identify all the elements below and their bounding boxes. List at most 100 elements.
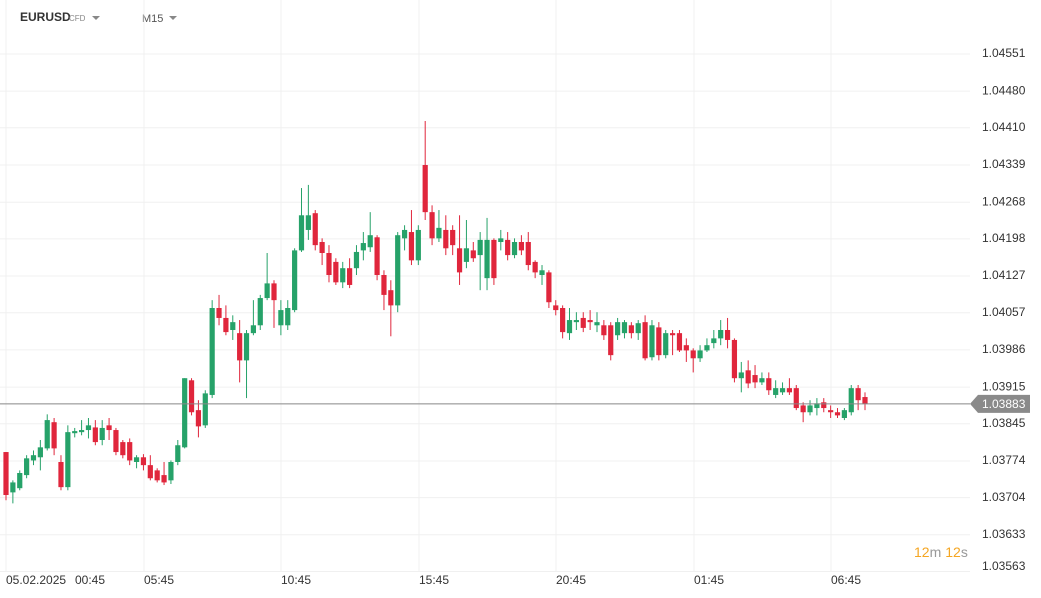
candle-body: [367, 235, 373, 248]
candle-body: [415, 229, 421, 261]
candle-body: [99, 427, 105, 440]
x-tick-label: 00:45: [75, 573, 105, 587]
y-tick-label: 1.03704: [982, 490, 1026, 504]
candle-body: [862, 397, 868, 404]
candle-body: [690, 350, 696, 359]
candle-body: [374, 237, 380, 275]
candle-body: [566, 320, 573, 334]
candle-body: [30, 455, 37, 461]
candle-body: [669, 333, 676, 336]
candle-body: [113, 430, 119, 453]
candle-body: [704, 345, 710, 351]
candle-body: [401, 229, 408, 239]
candle-body: [292, 250, 298, 311]
plot: 1.04551 1.04480 1.04410 1.04339 1.04268 1.041…: [0, 0, 1030, 587]
candle-body: [683, 345, 689, 351]
candle-body: [3, 452, 9, 495]
candle-body: [814, 403, 820, 409]
candle-body: [388, 290, 394, 306]
candle-body: [237, 333, 243, 361]
candle-body: [429, 212, 435, 239]
candle-body: [326, 253, 332, 275]
candle-body: [738, 372, 744, 379]
symbol-dropdown[interactable]: [92, 16, 100, 20]
candle-body: [92, 427, 98, 443]
candle-body: [360, 243, 366, 251]
candle-body: [182, 378, 188, 448]
candle-body: [216, 308, 222, 318]
last-price-label: 1.03883: [982, 397, 1026, 411]
candle-body: [188, 380, 195, 413]
candle-body: [161, 475, 167, 483]
candle-body: [580, 317, 586, 328]
candle-body: [312, 213, 318, 246]
candle-body: [298, 215, 305, 251]
candle-body: [340, 268, 346, 283]
candle-body: [422, 165, 428, 213]
y-tick-label: 1.04410: [982, 120, 1026, 134]
candle-body: [731, 339, 738, 379]
candle-body: [841, 410, 847, 418]
x-tick-label: 05.02.2025: [6, 573, 66, 587]
candle-body: [209, 308, 215, 395]
countdown-minutes: 12: [914, 544, 930, 560]
candle-body: [587, 320, 593, 323]
candle-body: [511, 242, 518, 256]
candle-body: [573, 320, 579, 323]
candle-body: [278, 310, 284, 326]
candle-body: [72, 431, 78, 434]
timeframe-dropdown[interactable]: [169, 16, 177, 20]
instrument-type: CFD: [69, 14, 86, 23]
candle-body: [230, 322, 236, 330]
candle-body: [491, 239, 497, 279]
candle-body: [10, 482, 16, 493]
candle-body: [305, 215, 311, 230]
candle-body: [202, 393, 208, 426]
candle-body: [58, 462, 64, 488]
candle-body: [724, 330, 731, 340]
candle-body: [44, 420, 50, 449]
candle-body: [759, 378, 765, 383]
y-tick-label: 1.04339: [982, 157, 1026, 171]
x-tick-label: 01:45: [694, 573, 724, 587]
candle-body: [525, 242, 531, 266]
candle-body: [65, 432, 71, 488]
candle-body: [395, 235, 401, 306]
candle-body: [807, 405, 813, 413]
x-tick-label: 06:45: [831, 573, 861, 587]
candle-body: [621, 322, 628, 334]
x-tick-label: 20:45: [556, 573, 586, 587]
candle-body: [546, 272, 552, 303]
candle-body: [477, 239, 483, 256]
timeframe[interactable]: M15: [142, 13, 163, 25]
candle-body: [285, 308, 291, 326]
countdown: 12m 12s: [914, 544, 968, 560]
candle-body: [443, 229, 449, 249]
candle-body: [353, 251, 360, 269]
candle-body: [168, 462, 174, 481]
candle-body: [264, 283, 270, 299]
symbol[interactable]: EURUSD: [20, 10, 71, 24]
candle-body: [408, 232, 415, 261]
candle-body: [175, 445, 181, 462]
candle-body: [106, 425, 112, 431]
candle-body: [834, 412, 841, 416]
candle-body: [821, 402, 827, 409]
y-tick-label: 1.03845: [982, 416, 1026, 430]
countdown-seconds: 12: [945, 544, 961, 560]
candle-body: [195, 410, 202, 427]
candle-body: [78, 430, 85, 433]
candle-body: [539, 270, 545, 275]
candle-body: [848, 388, 854, 413]
candle-body: [793, 388, 799, 409]
candle-body: [24, 458, 30, 476]
y-tick-label: 1.04127: [982, 268, 1026, 282]
candle-body: [642, 322, 648, 359]
candle-body: [463, 248, 470, 262]
candle-body: [319, 242, 325, 253]
y-tick-label: 1.04551: [982, 46, 1026, 60]
candle-body: [505, 239, 511, 256]
candle-body: [243, 333, 250, 361]
y-tick-label: 1.04268: [982, 194, 1026, 208]
